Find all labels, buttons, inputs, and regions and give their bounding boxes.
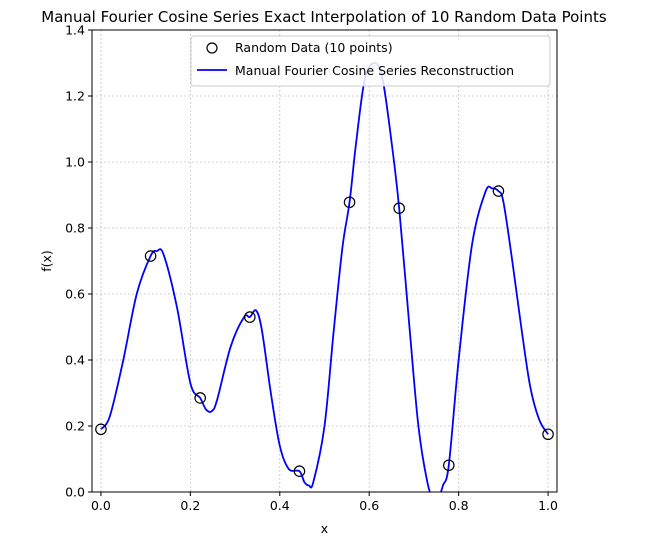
x-tick-label: 0.0 — [91, 498, 111, 513]
y-ticks: 0.0 0.2 0.4 0.6 0.8 1.0 1.2 1.4 — [65, 23, 92, 500]
legend-marker-data — [206, 42, 218, 54]
legend-box — [190, 35, 551, 87]
legend-label-data: Random Data (10 points) — [235, 40, 393, 55]
series-lines — [100, 62, 549, 492]
x-tick-label: 0.2 — [180, 498, 200, 513]
y-axis-label: f(x) — [39, 250, 54, 272]
data-point — [393, 202, 405, 214]
y-tick-label: 0.6 — [65, 287, 85, 302]
data-point — [542, 428, 554, 441]
series-line-reconstruction — [100, 62, 549, 492]
data-point — [144, 250, 157, 262]
y-tick-label: 0.2 — [65, 419, 85, 434]
y-tick-label: 1.4 — [65, 23, 85, 38]
data-point — [492, 185, 505, 197]
plot-frame — [91, 29, 558, 493]
legend: Random Data (10 points) Manual Fourier C… — [190, 35, 551, 87]
data-point — [244, 311, 256, 323]
y-tick-label: 0.0 — [65, 485, 85, 500]
legend-label-reconstruction: Manual Fourier Cosine Series Reconstruct… — [235, 63, 514, 78]
data-point — [194, 392, 207, 404]
x-tick-label: 0.6 — [359, 498, 379, 513]
y-tick-label: 1.0 — [65, 155, 85, 170]
x-ticks: 0.0 0.2 0.4 0.6 0.8 1.0 — [91, 492, 558, 513]
x-tick-label: 1.0 — [538, 498, 558, 513]
data-point — [293, 465, 306, 478]
x-tick-label: 0.8 — [449, 498, 469, 513]
chart-title: Manual Fourier Cosine Series Exact Inter… — [41, 8, 607, 26]
y-tick-label: 0.8 — [65, 221, 85, 236]
x-axis-label: x — [321, 521, 328, 536]
data-point — [343, 196, 356, 209]
data-points — [95, 185, 554, 478]
x-tick-label: 0.4 — [270, 498, 290, 513]
data-point — [95, 423, 107, 436]
y-tick-label: 0.4 — [65, 353, 85, 368]
data-point — [442, 459, 455, 472]
y-tick-label: 1.2 — [65, 89, 85, 104]
